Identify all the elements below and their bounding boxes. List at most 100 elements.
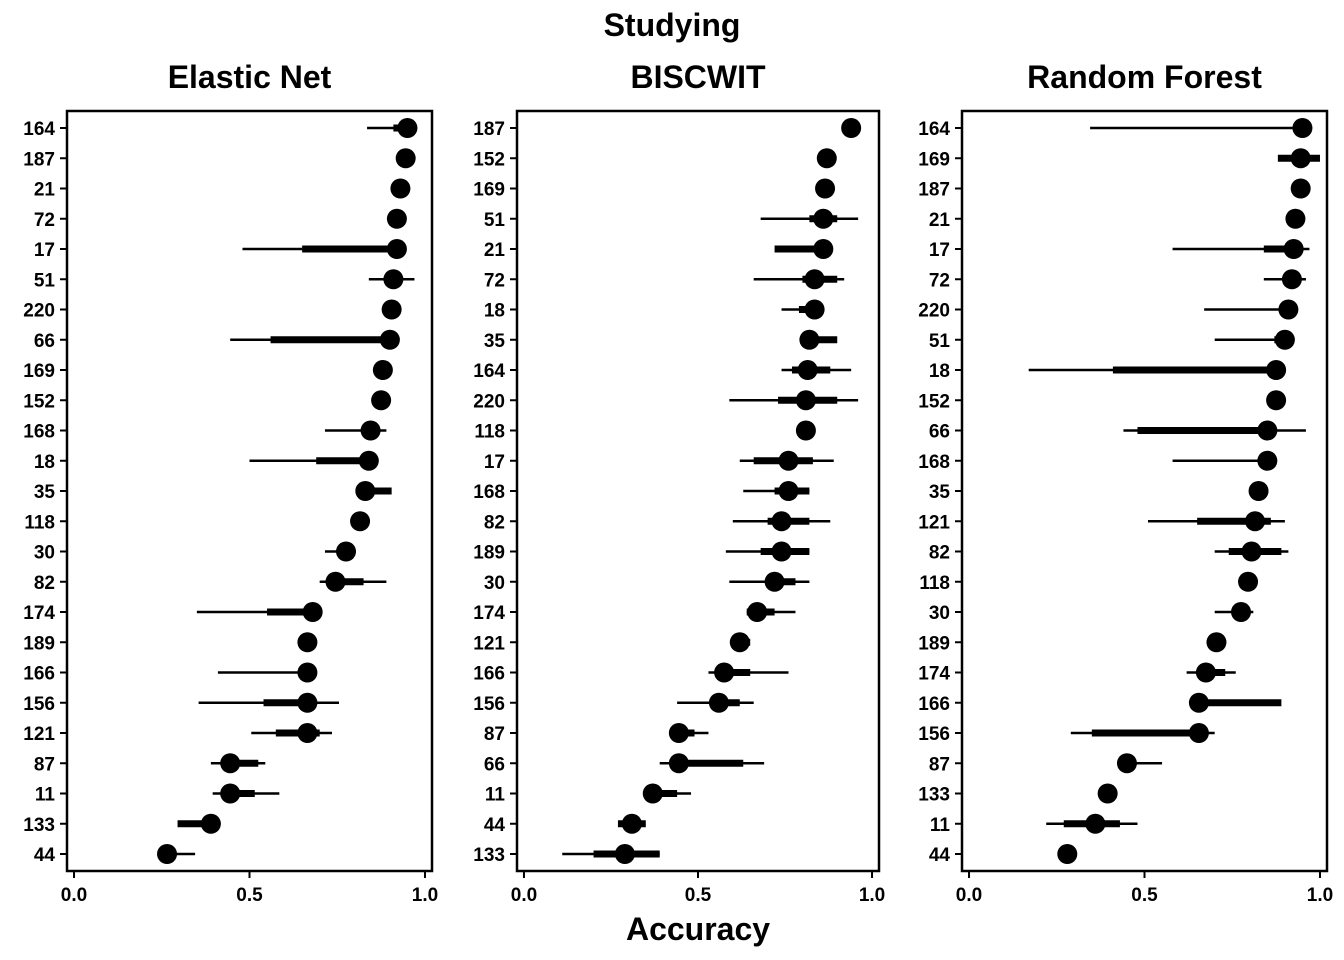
data-point bbox=[778, 481, 799, 501]
data-point bbox=[1231, 602, 1252, 622]
data-point bbox=[157, 844, 178, 864]
y-tick-label: 166 bbox=[473, 664, 505, 685]
data-point bbox=[771, 541, 792, 562]
y-tick-label: 152 bbox=[473, 149, 505, 170]
data-point bbox=[297, 662, 318, 683]
y-tick-label: 164 bbox=[918, 119, 950, 140]
y-tick-label: 156 bbox=[918, 724, 950, 745]
y-tick-label: 87 bbox=[484, 724, 505, 745]
y-tick-label: 118 bbox=[474, 422, 505, 443]
y-tick-label: 72 bbox=[34, 210, 55, 231]
data-point bbox=[372, 360, 393, 380]
y-tick-label: 66 bbox=[34, 331, 55, 352]
y-tick-label: 187 bbox=[918, 180, 950, 201]
data-point bbox=[642, 783, 663, 804]
y-tick-label: 17 bbox=[484, 452, 505, 473]
data-point bbox=[795, 390, 816, 411]
data-point bbox=[390, 178, 411, 199]
data-point bbox=[708, 692, 729, 713]
data-point bbox=[714, 662, 735, 683]
data-point bbox=[841, 118, 862, 138]
data-point bbox=[1248, 481, 1269, 501]
data-point bbox=[1195, 662, 1216, 683]
data-point bbox=[302, 602, 323, 622]
y-tick-label: 169 bbox=[473, 180, 505, 201]
data-point bbox=[804, 299, 825, 320]
y-tick-label: 66 bbox=[484, 754, 505, 775]
y-tick-label: 174 bbox=[918, 664, 950, 685]
y-tick-label: 152 bbox=[918, 391, 950, 412]
data-point bbox=[355, 481, 376, 501]
panel-title: Random Forest bbox=[1027, 59, 1262, 95]
y-tick-label: 133 bbox=[918, 785, 950, 806]
panel-random-forest: Random Forest 0.0 0.5 1.0 164 169 187 21 17 72 220… bbox=[918, 59, 1333, 906]
x-tick-label: 0.5 bbox=[1131, 885, 1158, 906]
y-tick-label: 168 bbox=[918, 452, 950, 473]
data-point bbox=[778, 450, 799, 471]
data-point bbox=[1238, 571, 1259, 592]
y-tick-label: 11 bbox=[930, 815, 951, 836]
data-point bbox=[383, 269, 404, 290]
panel-title: BISCWIT bbox=[630, 59, 766, 95]
data-point bbox=[816, 148, 837, 169]
y-tick-label: 187 bbox=[23, 149, 55, 170]
y-tick-label: 133 bbox=[23, 815, 55, 836]
data-point bbox=[386, 208, 407, 229]
y-tick-label: 156 bbox=[23, 694, 55, 715]
data-point bbox=[350, 511, 371, 532]
data-point bbox=[668, 753, 689, 774]
x-tick-label: 1.0 bbox=[412, 885, 438, 906]
data-point bbox=[771, 511, 792, 532]
y-tick-label: 51 bbox=[484, 210, 506, 231]
panel-elastic-net: Elastic Net 0.0 0.5 1.0 164 187 21 72 17 51 220 66 1… bbox=[23, 59, 438, 906]
y-tick-label: 44 bbox=[929, 845, 951, 866]
data-point bbox=[813, 208, 834, 229]
y-tick-label: 21 bbox=[484, 240, 506, 261]
data-point bbox=[397, 118, 418, 138]
y-tick-label: 11 bbox=[485, 785, 506, 806]
data-point bbox=[1097, 783, 1118, 804]
y-tick-label: 189 bbox=[918, 633, 950, 654]
y-tick-label: 166 bbox=[23, 664, 55, 685]
data-point bbox=[297, 632, 318, 653]
data-point bbox=[621, 813, 642, 834]
y-tick-label: 21 bbox=[34, 180, 56, 201]
y-tick-label: 17 bbox=[34, 240, 55, 261]
y-tick-label: 87 bbox=[34, 754, 55, 775]
data-point bbox=[799, 329, 820, 350]
data-point bbox=[381, 299, 402, 320]
y-tick-label: 164 bbox=[473, 361, 505, 382]
y-tick-label: 44 bbox=[484, 815, 506, 836]
data-point bbox=[1245, 511, 1266, 532]
y-tick-label: 18 bbox=[34, 452, 55, 473]
y-tick-label: 187 bbox=[473, 119, 505, 140]
y-tick-label: 30 bbox=[929, 603, 950, 624]
panel-title: Elastic Net bbox=[168, 59, 332, 95]
x-tick-label: 1.0 bbox=[859, 885, 885, 906]
data-point bbox=[1281, 269, 1302, 290]
data-point bbox=[379, 329, 400, 350]
y-tick-label: 118 bbox=[919, 573, 950, 594]
data-point bbox=[1283, 239, 1304, 259]
plot-frame bbox=[960, 109, 1329, 873]
y-tick-label: 164 bbox=[23, 119, 55, 140]
data-point bbox=[297, 723, 318, 743]
data-point bbox=[797, 360, 818, 380]
y-tick-label: 174 bbox=[23, 603, 55, 624]
data-point bbox=[360, 420, 381, 441]
data-point bbox=[220, 753, 241, 774]
y-tick-label: 35 bbox=[484, 331, 506, 352]
y-tick-label: 18 bbox=[484, 301, 505, 322]
y-tick-label: 21 bbox=[929, 210, 951, 231]
y-tick-label: 152 bbox=[23, 391, 55, 412]
y-tick-label: 168 bbox=[473, 482, 505, 503]
y-tick-label: 87 bbox=[929, 754, 950, 775]
y-tick-label: 51 bbox=[34, 270, 56, 291]
data-point bbox=[200, 813, 221, 834]
data-point bbox=[1188, 723, 1209, 743]
figure-title: Studying bbox=[604, 7, 741, 43]
y-tick-label: 72 bbox=[484, 270, 505, 291]
data-point bbox=[386, 239, 407, 259]
y-tick-label: 82 bbox=[929, 543, 950, 564]
